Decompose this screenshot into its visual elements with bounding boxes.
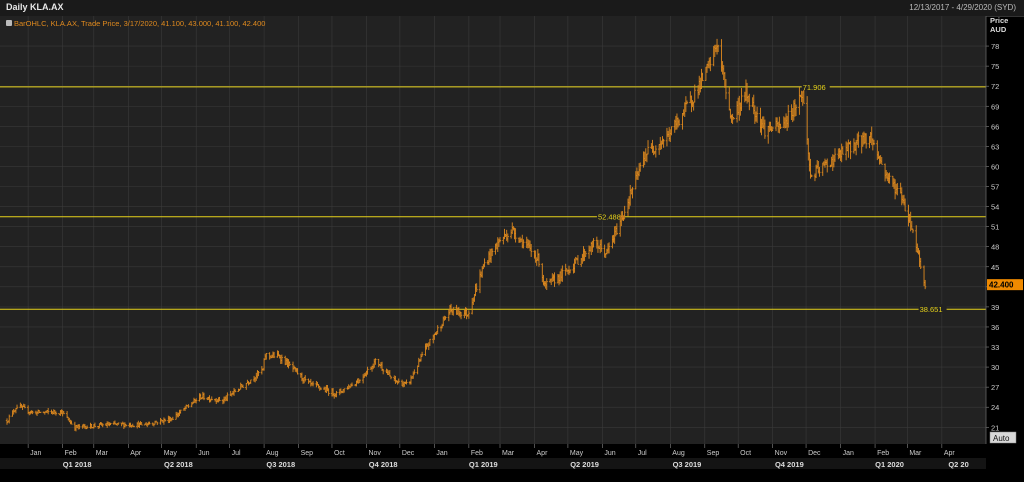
x-month-label: Jan: [30, 450, 41, 457]
chart-title: Daily KLA.AX: [6, 2, 64, 12]
level-label: 71.906: [803, 83, 826, 92]
y-tick-label: 60: [991, 162, 999, 171]
last-price-badge: [987, 279, 1023, 291]
y-tick-label: 57: [991, 183, 999, 192]
y-tick-label: 69: [991, 102, 999, 111]
x-month-label: Jan: [436, 450, 447, 457]
x-month-label: Aug: [672, 450, 685, 457]
y-tick-label: 45: [991, 263, 999, 272]
level-label-bg: [918, 304, 947, 314]
x-month-label: Sep: [707, 450, 720, 457]
x-month-label: May: [570, 450, 584, 457]
x-month-label: Apr: [130, 450, 142, 457]
x-month-label: Dec: [402, 450, 415, 457]
x-month-label: Feb: [471, 450, 483, 457]
y-tick-label: 30: [991, 363, 999, 372]
x-month-label: Oct: [740, 450, 751, 457]
x-quarter-label: Q2 2019: [570, 460, 599, 469]
x-month-label: Apr: [537, 450, 549, 457]
bar-ohlc-icon: [6, 20, 12, 26]
y-tick-label: 75: [991, 62, 999, 71]
plot-area: [0, 16, 986, 444]
x-quarter-label: Q3 2019: [673, 460, 702, 469]
legend-text: BarOHLC, KLA.AX, Trade Price, 3/17/2020,…: [14, 19, 265, 28]
x-month-label: Nov: [775, 450, 788, 457]
x-month-label: Nov: [368, 450, 381, 457]
level-label-bg: [801, 81, 830, 91]
x-month-label: Mar: [909, 450, 922, 457]
x-quarter-label: Q2 2018: [164, 460, 193, 469]
y-tick-label: 54: [991, 203, 999, 212]
y-axis-title-line1: Price: [990, 16, 1008, 25]
x-month-label: Jul: [232, 450, 241, 457]
title-bar: Daily KLA.AX 12/13/2017 - 4/29/2020 (SYD…: [0, 0, 1024, 17]
x-quarter-label: Q4 2018: [369, 460, 398, 469]
x-month-label: Apr: [944, 450, 956, 457]
y-axis-title: Price AUD: [990, 16, 1008, 34]
x-quarter-label: Q3 2018: [266, 460, 295, 469]
x-month-label: Mar: [502, 450, 515, 457]
x-quarter-label: Q4 2019: [775, 460, 804, 469]
y-axis-title-line2: AUD: [990, 25, 1007, 34]
level-label: 38.651: [920, 305, 943, 314]
x-month-label: Aug: [266, 450, 279, 457]
x-month-label: Jan: [843, 450, 854, 457]
x-month-label: Jun: [604, 450, 615, 457]
x-month-label: Mar: [96, 450, 109, 457]
last-price-label: 42.400: [989, 281, 1014, 290]
x-quarter-label: Q1 2020: [875, 460, 904, 469]
auto-button[interactable]: Auto: [989, 431, 1017, 444]
y-tick-label: 36: [991, 323, 999, 332]
x-month-label: Feb: [65, 450, 77, 457]
y-tick-label: 63: [991, 142, 999, 151]
level-label: 52.488: [598, 213, 621, 222]
y-tick-label: 39: [991, 303, 999, 312]
x-quarter-label: Q1 2018: [63, 460, 92, 469]
x-quarter-label: Q2 20: [948, 460, 968, 469]
x-month-label: Dec: [808, 450, 821, 457]
y-tick-label: 48: [991, 243, 999, 252]
x-month-label: Sep: [301, 450, 314, 457]
y-tick-label: 51: [991, 223, 999, 232]
y-tick-label: 21: [991, 423, 999, 432]
x-month-label: Feb: [877, 450, 889, 457]
auto-button-label: Auto: [993, 434, 1010, 443]
level-label-bg: [596, 211, 625, 221]
y-tick-label: 27: [991, 383, 999, 392]
y-tick-label: 72: [991, 82, 999, 91]
quarter-row: [0, 458, 986, 469]
y-tick-label: 33: [991, 343, 999, 352]
y-tick-label: 78: [991, 42, 999, 51]
x-quarter-label: Q1 2019: [469, 460, 498, 469]
x-month-label: May: [164, 450, 178, 457]
y-tick-label: 24: [991, 403, 999, 412]
x-month-label: Jul: [638, 450, 647, 457]
legend: BarOHLC, KLA.AX, Trade Price, 3/17/2020,…: [6, 19, 265, 28]
x-month-label: Oct: [334, 450, 345, 457]
date-range: 12/13/2017 - 4/29/2020 (SYD): [909, 3, 1016, 12]
y-tick-label: 66: [991, 122, 999, 131]
x-month-label: Jun: [198, 450, 209, 457]
